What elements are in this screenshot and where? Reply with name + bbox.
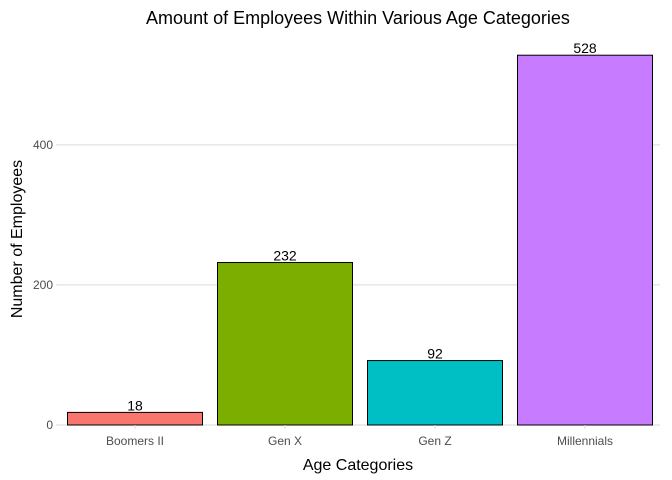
chart-title: Amount of Employees Within Various Age C… — [146, 8, 570, 28]
y-tick-label: 400 — [33, 138, 53, 152]
data-label: 18 — [127, 397, 143, 413]
bar-boomers-ii — [67, 411, 203, 426]
y-tick-label: 200 — [33, 278, 53, 292]
x-axis-title: Age Categories — [303, 457, 413, 474]
y-axis-title: Number of Employees — [9, 160, 26, 318]
bar-millennials — [517, 54, 653, 426]
y-axis-ticks: 0 200 400 — [33, 138, 60, 432]
data-label: 528 — [573, 40, 597, 56]
x-tick-label: Gen X — [268, 434, 302, 448]
data-label: 92 — [427, 346, 443, 362]
bar-gen-z — [367, 360, 503, 426]
x-tick-label: Boomers II — [106, 434, 164, 448]
data-labels: 18 232 92 528 — [127, 40, 597, 413]
x-tick-label: Gen Z — [418, 434, 451, 448]
data-label: 232 — [273, 248, 297, 264]
bar-gen-x — [217, 262, 353, 426]
bars — [67, 54, 653, 426]
x-axis-ticks: Boomers II Gen X Gen Z Millennials — [106, 425, 613, 448]
y-tick-label: 0 — [46, 418, 53, 432]
x-tick-label: Millennials — [557, 434, 613, 448]
